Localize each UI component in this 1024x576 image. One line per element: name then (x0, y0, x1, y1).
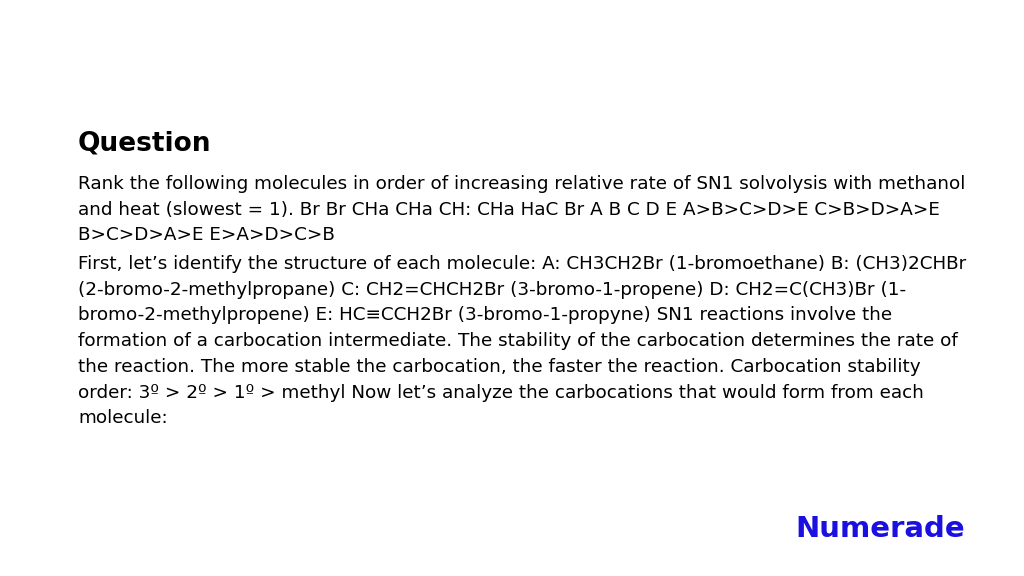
Text: Numerade: Numerade (796, 515, 965, 543)
Text: Rank the following molecules in order of increasing relative rate of SN1 solvoly: Rank the following molecules in order of… (78, 175, 966, 244)
Text: First, let’s identify the structure of each molecule: A: CH3CH2Br (1-bromoethane: First, let’s identify the structure of e… (78, 255, 967, 427)
Text: Question: Question (78, 130, 212, 156)
